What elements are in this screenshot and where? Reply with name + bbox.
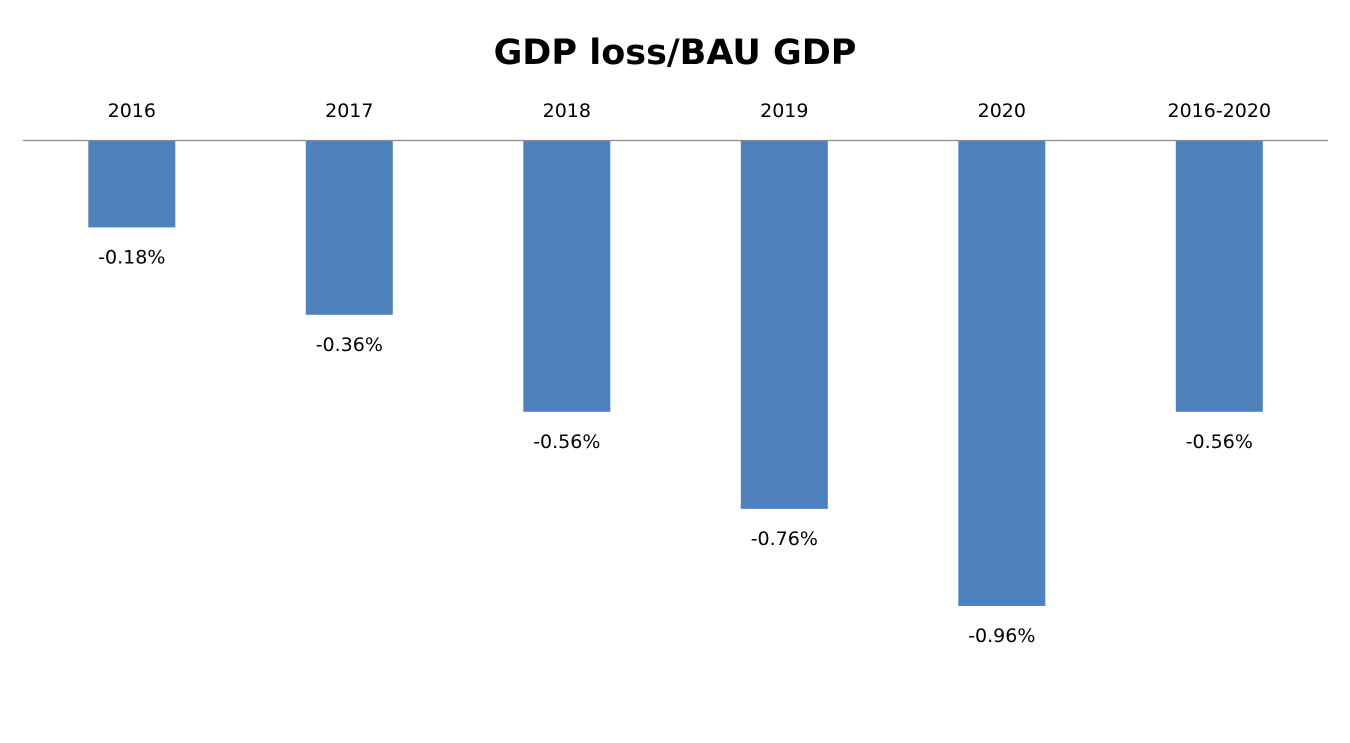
data-labels-group: -0.18% -0.36% -0.56% -0.76% -0.96% -0.56%: [98, 246, 1253, 647]
data-label-2018: -0.56%: [533, 431, 600, 453]
data-label-2020: -0.96%: [968, 625, 1035, 647]
category-labels-group: 2016 2017 2018 2019 2020 2016-2020: [108, 100, 1271, 122]
chart-title: GDP loss/BAU GDP: [494, 33, 857, 73]
bar-2016: [88, 140, 176, 228]
data-label-2017: -0.36%: [316, 334, 383, 356]
category-label-2019: 2019: [760, 100, 808, 122]
data-label-2016-2020: -0.56%: [1186, 431, 1253, 453]
category-label-2020: 2020: [978, 100, 1026, 122]
bar-2018: [523, 140, 611, 412]
bar-2017: [305, 140, 393, 315]
data-label-2019: -0.76%: [751, 528, 818, 550]
bar-2020: [958, 140, 1046, 606]
bar-2016-2020: [1175, 140, 1263, 412]
data-label-2016: -0.18%: [98, 246, 165, 268]
category-label-2017: 2017: [325, 100, 373, 122]
category-label-2016-2020: 2016-2020: [1168, 100, 1272, 122]
category-label-2016: 2016: [108, 100, 156, 122]
bars-group: [88, 140, 1263, 606]
category-label-2018: 2018: [543, 100, 591, 122]
bar-2019: [740, 140, 828, 509]
